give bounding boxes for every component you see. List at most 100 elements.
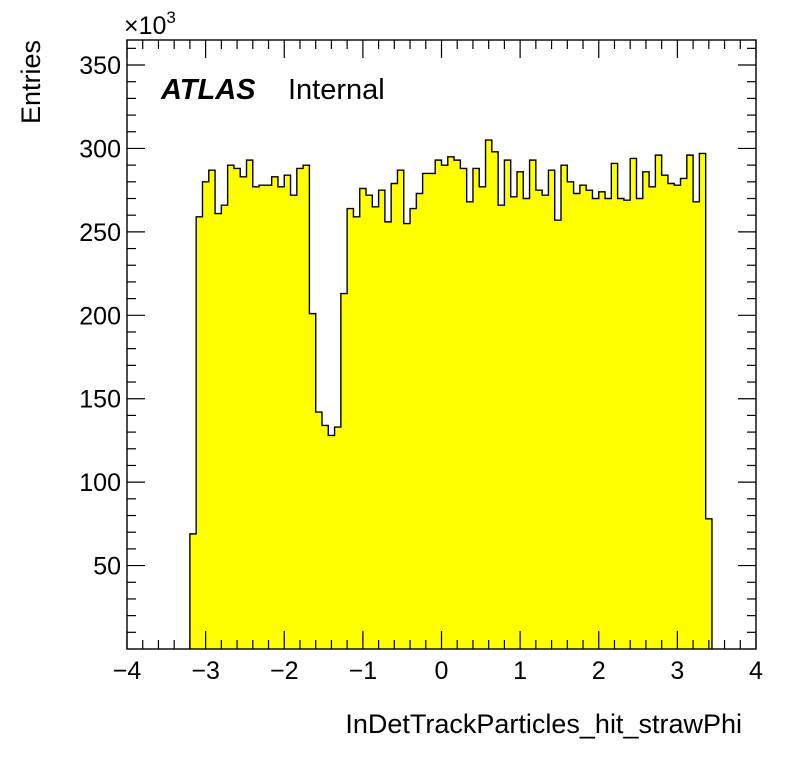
histogram-bin [328,435,335,649]
histogram-bin [561,165,568,649]
histogram-bin [598,191,606,649]
histogram-bin [189,533,197,649]
histogram-bin [529,160,537,649]
histogram-bin [611,163,619,649]
histogram-bin [410,208,417,649]
histogram-bin [422,173,430,650]
histogram-bin [548,170,556,649]
histogram-bin [334,427,342,649]
histogram-bin [347,208,354,649]
histogram-bin [705,518,713,649]
histogram-bin [617,198,625,649]
x-tick-label: 4 [749,657,763,685]
histogram-bin [215,213,222,649]
y-tick-label: 200 [79,302,121,330]
histogram-bin [353,216,361,650]
atlas-label: ATLAS [160,74,256,106]
histogram-bin [447,156,455,650]
histogram-bin [523,198,530,649]
x-tick-label: −4 [113,657,142,685]
histogram-bin [573,193,581,649]
y-tick-label: 50 [93,553,121,581]
histogram-bin [208,170,216,649]
histogram-bin [359,188,367,649]
histogram-bin [636,198,644,649]
histogram-bin [661,175,669,649]
histogram-bin [510,196,518,649]
histogram-bin [340,293,348,649]
histogram-bin [586,190,593,649]
histogram-bin [372,206,379,649]
histogram-bin [384,221,392,649]
y-tick-label: 350 [79,52,121,80]
histogram-bin [303,165,310,649]
histogram-bin [321,425,329,649]
histogram-bin [284,175,291,649]
histogram-bin [491,151,499,650]
x-axis-ticks: −4 −3 −2 −1 0 1 2 3 4 [113,40,763,685]
histogram-bin [196,216,203,650]
histogram-bin [315,412,323,649]
histogram-bin [680,178,688,650]
histogram-bin [435,160,442,649]
histogram-bin [542,195,549,650]
histogram-bin [504,160,512,649]
x-tick-label: −1 [349,657,378,685]
histogram-bin [265,185,273,649]
histogram-bin [290,195,298,650]
x-tick-label: 3 [670,657,684,685]
histogram-bin [655,155,663,649]
histogram-bin [233,168,241,649]
histogram-bin [441,165,449,649]
histogram-bin [252,186,260,649]
histogram-bin [554,220,562,649]
x-tick-label: −2 [270,657,299,685]
histogram-bars [189,140,713,650]
histogram-bin [309,313,317,649]
histogram-bin [674,185,681,649]
y-axis-multiplier-base: ×10 [124,12,166,40]
histogram-bin [567,181,574,649]
histogram-bin [516,171,524,649]
histogram-bin [699,153,707,649]
histogram-bin [460,168,468,649]
histogram-bin [428,173,436,650]
histogram-bin [535,190,543,649]
histogram-bin [466,201,474,649]
histogram-bin [498,205,505,649]
histogram-bin [693,201,700,649]
histogram-bin [479,186,486,649]
histogram-bin [649,186,656,649]
histogram-bin [472,168,480,649]
internal-label: Internal [288,74,385,106]
y-tick-label: 100 [79,469,121,497]
histogram-bin [630,158,637,649]
y-tick-label: 300 [79,135,121,163]
x-axis-title: InDetTrackParticles_hit_strawPhi [345,709,742,739]
y-axis-multiplier-exponent: 3 [166,8,175,27]
histogram-bin [485,140,493,650]
y-tick-label: 250 [79,219,121,247]
histogram-bin [277,186,285,649]
histogram-bin [623,200,631,649]
y-axis-title: Entries [16,40,46,124]
histogram-bin [271,176,279,649]
histogram-bin [403,223,411,649]
histogram-bin [246,160,254,649]
histogram-bin [605,198,612,649]
histogram-bin [667,183,675,650]
histogram-bin [240,176,247,649]
x-tick-label: −3 [191,657,220,685]
x-tick-label: 0 [435,657,449,685]
histogram-bin [397,170,405,649]
histogram-bin [378,190,386,649]
histogram-bin [642,171,650,649]
histogram-bin [259,185,266,649]
histogram-bin [416,193,424,649]
x-tick-label: 2 [592,657,606,685]
histogram-bin [227,165,235,649]
histogram-bin [221,205,229,649]
x-tick-label: 1 [513,657,527,685]
histogram-outline [189,139,713,649]
